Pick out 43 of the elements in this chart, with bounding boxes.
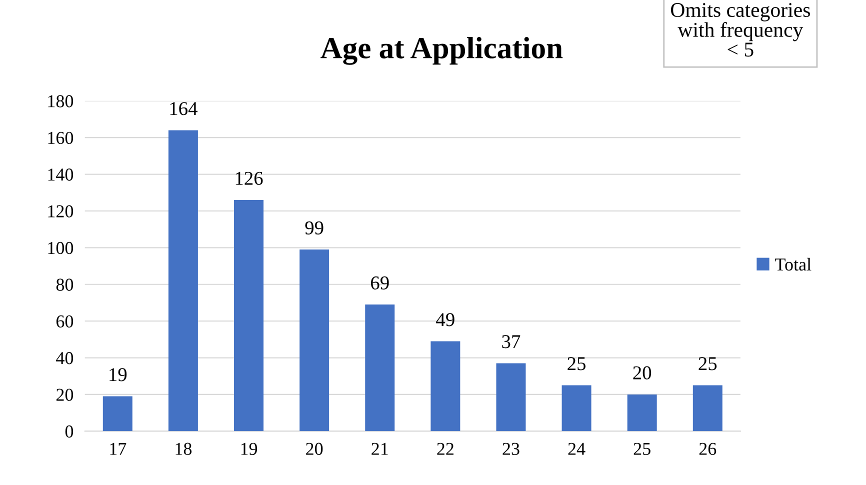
x-tick-label: 22: [437, 442, 454, 455]
y-tick-label: 180: [48, 95, 74, 108]
text: Omits categories with frequency < 5: [670, 3, 810, 57]
x-tick-label: 17: [110, 442, 126, 455]
bar: [234, 200, 264, 432]
data-label: 20: [633, 366, 652, 380]
x-tick-label: 25: [634, 442, 650, 455]
data-label: 126: [236, 172, 263, 185]
data-label: 69: [370, 276, 389, 290]
bar: [365, 304, 395, 432]
chart-title: Age at Application: [320, 36, 563, 65]
data-label: 25: [698, 357, 717, 370]
bar: [430, 341, 460, 432]
y-tick-label: 160: [48, 132, 74, 144]
legend-label: Total: [775, 258, 812, 271]
y-tick-label: 100: [48, 242, 74, 254]
data-label: 19: [110, 368, 127, 382]
y-tick-label: 120: [48, 205, 74, 218]
x-tick-label: 24: [568, 442, 586, 455]
data-label: 164: [170, 102, 198, 116]
bar: [168, 130, 198, 432]
bar: [102, 396, 132, 432]
y-tick-label: 140: [48, 168, 74, 181]
x-tick-label: 19: [241, 442, 258, 455]
data-label: 37: [502, 335, 520, 348]
bar: [300, 250, 330, 432]
x-tick-label: 26: [699, 442, 716, 455]
bar: [627, 394, 657, 432]
bar: [496, 363, 526, 432]
y-tick-label: 80: [56, 278, 74, 291]
data-label: 25: [568, 357, 586, 370]
x-tick-label: 20: [306, 442, 323, 455]
bar: [692, 385, 722, 432]
y-tick-label: 0: [65, 425, 74, 438]
x-tick-label: 23: [502, 442, 520, 455]
y-tick-label: 20: [56, 388, 74, 401]
data-label: 99: [305, 221, 324, 234]
data-label: 49: [436, 313, 454, 326]
bar: [562, 385, 592, 432]
y-tick-label: 40: [56, 352, 74, 364]
y-tick-label: 60: [56, 315, 74, 328]
x-tick-label: 18: [176, 442, 192, 455]
x-tick-label: 21: [372, 442, 388, 455]
